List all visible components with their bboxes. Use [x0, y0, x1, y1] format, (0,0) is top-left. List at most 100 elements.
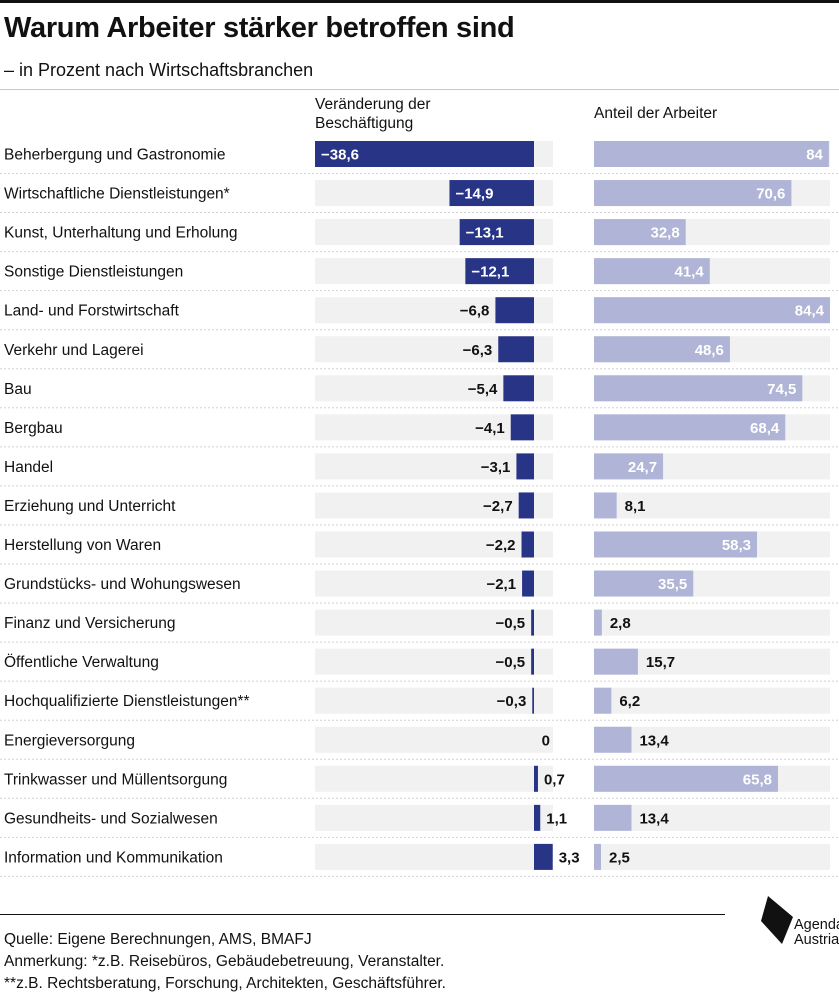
change-track [315, 531, 553, 558]
share-value-label: 24,7 [628, 459, 657, 476]
change-bar [510, 414, 534, 441]
share-bar [594, 765, 778, 792]
share-bar [594, 258, 710, 285]
change-bar [459, 219, 534, 246]
change-bar [449, 180, 534, 207]
share-track [594, 687, 830, 714]
share-value-label: 48,6 [695, 342, 724, 359]
change-value-label: −0,5 [496, 654, 526, 671]
change-value-label: −2,2 [486, 537, 516, 554]
share-value-label: 58,3 [722, 537, 751, 554]
share-bar [594, 180, 792, 207]
share-value-label: 8,1 [625, 498, 646, 515]
change-value-label: −5,4 [468, 381, 498, 398]
share-track [594, 804, 830, 831]
change-track [315, 570, 553, 597]
change-track [315, 726, 553, 753]
share-track [594, 843, 830, 870]
share-bar [594, 219, 686, 246]
change-value-label: −14,9 [455, 186, 493, 203]
change-bar [465, 258, 534, 285]
category-label: Gesundheits- und Sozialwesen [4, 810, 218, 827]
category-label: Handel [4, 459, 53, 476]
category-label: Bergbau [4, 420, 63, 437]
change-bar [534, 804, 541, 831]
change-bar [532, 687, 534, 714]
change-bar [534, 843, 553, 870]
change-bar [498, 336, 534, 363]
share-value-label: 15,7 [646, 654, 675, 671]
change-bar [518, 492, 534, 519]
change-value-label: −13,1 [466, 225, 504, 242]
change-bar [516, 453, 534, 480]
footer-note-2: **z.B. Rechtsberatung, Forschung, Archit… [4, 975, 446, 992]
change-value-label: 0 [542, 732, 550, 749]
change-value-label: −3,1 [481, 459, 511, 476]
change-value-label: −2,1 [486, 576, 516, 593]
change-value-label: −38,6 [321, 147, 359, 164]
change-value-label: 3,3 [559, 849, 580, 866]
share-value-label: 70,6 [756, 186, 785, 203]
change-bar [315, 141, 534, 167]
share-value-label: 41,4 [675, 264, 705, 281]
share-value-label: 84 [806, 147, 823, 164]
category-label: Beherbergung und Gastronomie [4, 147, 225, 164]
category-label: Grundstücks- und Wohungswesen [4, 576, 241, 593]
share-value-label: 65,8 [743, 771, 772, 788]
category-label: Öffentliche Verwaltung [4, 653, 159, 671]
share-value-label: 2,8 [610, 615, 631, 632]
chart-subtitle: – in Prozent nach Wirtschaftsbranchen [4, 60, 314, 80]
logo-text-agenda: Agenda [794, 917, 839, 933]
footer-source: Quelle: Eigene Berechnungen, AMS, BMAFJ [4, 931, 312, 948]
share-bar [594, 609, 602, 636]
share-value-label: 13,4 [639, 732, 669, 749]
change-bar [531, 609, 534, 636]
change-bar [531, 648, 534, 675]
share-bar [594, 804, 632, 831]
share-value-label: 2,5 [609, 849, 630, 866]
change-track [315, 492, 553, 519]
share-track [594, 726, 830, 753]
change-track [315, 687, 553, 714]
change-track [315, 609, 553, 636]
header-divider [0, 89, 839, 90]
change-track [315, 453, 553, 480]
footer-rule [0, 914, 725, 915]
chart-title: Warum Arbeiter stärker betroffen sind [4, 12, 515, 44]
share-track [594, 609, 830, 636]
change-value-label: −12,1 [471, 264, 509, 281]
category-label: Sonstige Dienstleistungen [4, 264, 183, 281]
agenda-austria-logo-icon [761, 896, 793, 944]
change-track [315, 804, 553, 831]
change-bar [522, 570, 534, 597]
category-label: Energieversorgung [4, 732, 135, 749]
share-bar [594, 843, 601, 870]
change-bar [495, 297, 534, 324]
share-bar [594, 492, 617, 519]
share-bar [594, 375, 803, 402]
change-value-label: −4,1 [475, 420, 505, 437]
category-label: Land- und Forstwirtschaft [4, 303, 180, 320]
category-label: Erziehung und Unterricht [4, 498, 176, 515]
column-header-change: Veränderung der Beschäftigung [315, 96, 431, 132]
change-track [315, 765, 553, 792]
share-value-label: 74,5 [767, 381, 796, 398]
category-label: Trinkwasser und Müllentsorgung [4, 771, 227, 788]
category-label: Herstellung von Waren [4, 537, 161, 554]
share-bar [594, 336, 730, 363]
share-bar [594, 453, 664, 480]
change-value-label: 1,1 [546, 810, 567, 827]
share-bar [594, 531, 758, 558]
share-track [594, 492, 830, 519]
change-value-label: −6,8 [460, 303, 490, 320]
share-value-label: 68,4 [750, 420, 780, 437]
footer-note-1: Anmerkung: *z.B. Reisebüros, Gebäudebetr… [4, 953, 445, 970]
column-header-share: Anteil der Arbeiter [594, 105, 718, 122]
share-bar [594, 687, 612, 714]
category-label: Information und Kommunikation [4, 849, 223, 866]
change-value-label: −2,7 [483, 498, 513, 515]
category-label: Hochqualifizierte Dienstleistungen** [4, 693, 250, 710]
share-bar [594, 414, 786, 441]
change-bar [503, 375, 534, 402]
share-value-label: 6,2 [619, 693, 640, 710]
